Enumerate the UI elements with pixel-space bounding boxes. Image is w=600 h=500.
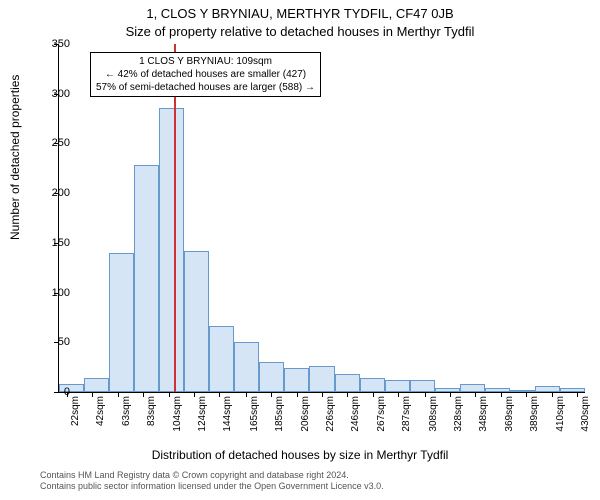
x-tick-label: 104sqm — [172, 396, 183, 440]
histogram-bar — [560, 388, 585, 392]
histogram-bar — [234, 342, 259, 392]
histogram-bar — [309, 366, 334, 392]
x-tick-label: 144sqm — [222, 396, 233, 440]
annotation-line2: ← 42% of detached houses are smaller (42… — [96, 68, 315, 81]
attribution-line2: Contains public sector information licen… — [40, 481, 384, 492]
x-tick-label: 287sqm — [401, 396, 412, 440]
x-tick-label: 165sqm — [249, 396, 260, 440]
x-tick-label: 42sqm — [95, 396, 106, 440]
x-tick-label: 410sqm — [555, 396, 566, 440]
histogram-bar — [360, 378, 385, 392]
x-tick-label: 328sqm — [453, 396, 464, 440]
x-tick-label: 63sqm — [121, 396, 132, 440]
x-tick-mark — [526, 392, 527, 397]
x-tick-label: 430sqm — [580, 396, 591, 440]
histogram-bar — [284, 368, 309, 392]
x-tick-mark — [271, 392, 272, 397]
x-tick-label: 124sqm — [197, 396, 208, 440]
attribution: Contains HM Land Registry data © Crown c… — [40, 470, 384, 493]
x-tick-mark — [194, 392, 195, 397]
histogram-bar — [159, 108, 184, 392]
title-main: 1, CLOS Y BRYNIAU, MERTHYR TYDFIL, CF47 … — [0, 6, 600, 21]
title-sub: Size of property relative to detached ho… — [0, 24, 600, 39]
x-tick-label: 246sqm — [350, 396, 361, 440]
x-tick-mark — [450, 392, 451, 397]
x-tick-mark — [552, 392, 553, 397]
y-tick-label: 150 — [52, 237, 70, 249]
x-tick-mark — [501, 392, 502, 397]
y-tick-mark — [54, 392, 59, 393]
y-tick-label: 100 — [52, 287, 70, 299]
x-tick-mark — [373, 392, 374, 397]
annotation-box: 1 CLOS Y BRYNIAU: 109sqm ← 42% of detach… — [90, 52, 321, 97]
x-tick-mark — [347, 392, 348, 397]
x-tick-mark — [322, 392, 323, 397]
histogram-bar — [435, 388, 460, 392]
attribution-line1: Contains HM Land Registry data © Crown c… — [40, 470, 384, 481]
histogram-bar — [335, 374, 360, 392]
x-tick-mark — [425, 392, 426, 397]
x-tick-mark — [118, 392, 119, 397]
x-tick-mark — [577, 392, 578, 397]
y-tick-label: 200 — [52, 187, 70, 199]
x-tick-mark — [297, 392, 298, 397]
x-axis-label: Distribution of detached houses by size … — [0, 448, 600, 462]
histogram-bar — [485, 388, 510, 392]
x-tick-label: 308sqm — [428, 396, 439, 440]
x-tick-mark — [475, 392, 476, 397]
x-tick-label: 185sqm — [274, 396, 285, 440]
histogram-bar — [209, 326, 234, 392]
histogram-bar — [410, 380, 435, 392]
histogram-bar — [510, 390, 535, 392]
x-tick-label: 83sqm — [146, 396, 157, 440]
histogram-bar — [109, 253, 134, 392]
x-tick-mark — [219, 392, 220, 397]
x-tick-mark — [246, 392, 247, 397]
histogram-bar — [134, 165, 159, 392]
y-tick-label: 50 — [58, 336, 70, 348]
histogram-bar — [84, 378, 109, 392]
y-tick-label: 250 — [52, 137, 70, 149]
histogram-bar — [259, 362, 284, 392]
x-tick-label: 267sqm — [376, 396, 387, 440]
x-tick-label: 369sqm — [504, 396, 515, 440]
histogram-bar — [59, 384, 84, 392]
x-tick-mark — [92, 392, 93, 397]
x-tick-label: 206sqm — [300, 396, 311, 440]
x-tick-label: 226sqm — [325, 396, 336, 440]
x-tick-mark — [398, 392, 399, 397]
x-tick-label: 22sqm — [70, 396, 81, 440]
annotation-line1: 1 CLOS Y BRYNIAU: 109sqm — [96, 55, 315, 68]
histogram-bar — [184, 251, 209, 392]
y-tick-label: 300 — [52, 88, 70, 100]
histogram-bar — [460, 384, 485, 392]
y-axis-label: Number of detached properties — [8, 75, 22, 240]
chart-container: 1, CLOS Y BRYNIAU, MERTHYR TYDFIL, CF47 … — [0, 0, 600, 500]
annotation-line3: 57% of semi-detached houses are larger (… — [96, 81, 315, 94]
x-tick-label: 348sqm — [478, 396, 489, 440]
histogram-bar — [535, 386, 560, 392]
x-tick-mark — [169, 392, 170, 397]
x-tick-label: 389sqm — [529, 396, 540, 440]
histogram-bar — [385, 380, 410, 392]
y-tick-label: 350 — [52, 38, 70, 50]
x-tick-mark — [143, 392, 144, 397]
